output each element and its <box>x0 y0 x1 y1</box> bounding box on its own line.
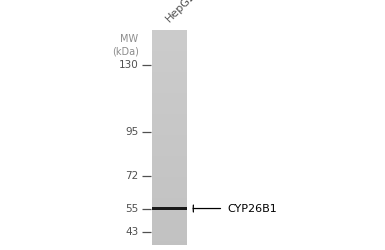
Bar <box>152 207 187 210</box>
Text: 43: 43 <box>126 226 139 236</box>
Text: 130: 130 <box>119 60 139 70</box>
Text: (kDa): (kDa) <box>112 46 139 56</box>
Text: CYP26B1: CYP26B1 <box>227 204 277 214</box>
Text: 55: 55 <box>126 204 139 214</box>
Text: 95: 95 <box>126 127 139 137</box>
Text: 72: 72 <box>126 171 139 181</box>
Text: MW: MW <box>121 34 139 44</box>
Text: HepG2: HepG2 <box>164 0 198 24</box>
